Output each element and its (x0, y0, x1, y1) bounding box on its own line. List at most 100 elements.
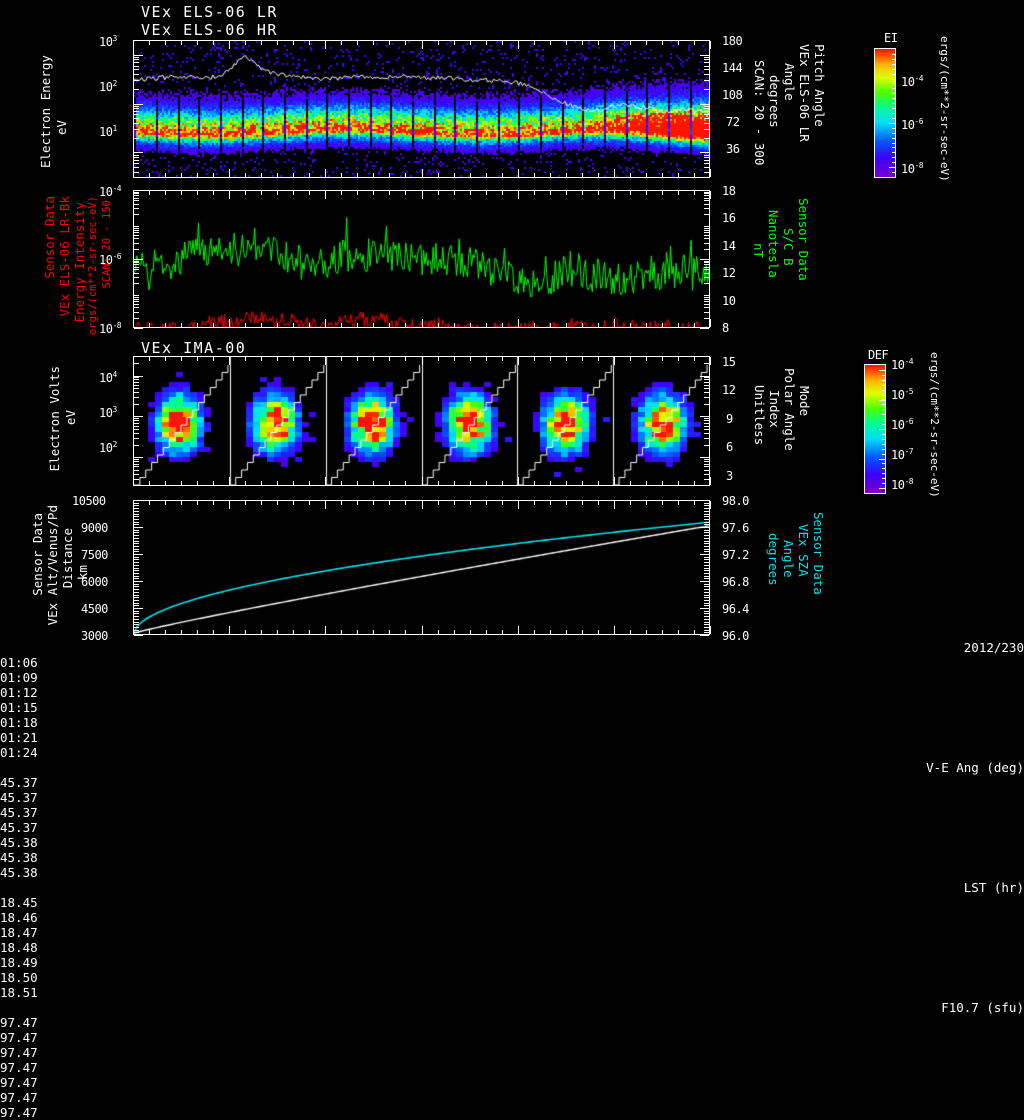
axis-tick (405, 501, 407, 505)
axis-tick (197, 191, 199, 195)
axis-tick (704, 632, 709, 634)
axis-tick (704, 532, 709, 534)
axis-tick (645, 41, 647, 45)
axis-tick (704, 420, 709, 422)
axis-tick (261, 173, 263, 177)
axis-tick (704, 591, 709, 593)
axis-tick (134, 516, 139, 518)
axis-tick (134, 269, 139, 271)
bottom-table-cell: 97.47 (0, 1045, 38, 1060)
colorbar-ei-tick-mark-minor (892, 53, 895, 55)
axis-tick (134, 375, 143, 377)
axis-tick (704, 227, 709, 229)
panel1-title-lr: VEx ELS-06 LR (141, 3, 278, 21)
axis-tick (309, 630, 311, 634)
axis-tick (704, 597, 709, 599)
axis-tick (134, 301, 139, 303)
axis-tick (704, 551, 709, 553)
panel1-right-axis-scan: SCAN: 20 - 300 (752, 60, 767, 166)
axis-tick (704, 171, 709, 173)
axis-tick (704, 379, 709, 381)
axis-tick (134, 118, 139, 120)
axis-tick (197, 481, 199, 485)
axis-tick (149, 630, 151, 634)
axis-tick (613, 481, 615, 485)
axis-tick (704, 543, 709, 545)
axis-tick (501, 41, 503, 45)
axis-tick (565, 323, 567, 327)
axis-tick (229, 630, 231, 634)
axis-tick (325, 481, 327, 485)
axis-tick (293, 630, 295, 634)
colorbar-ei-tick-mark-minor (892, 152, 895, 154)
axis-tick (485, 357, 487, 361)
axis-tick (517, 323, 519, 327)
axis-tick (704, 111, 709, 113)
axis-tick (549, 501, 551, 505)
axis-tick (704, 167, 709, 169)
axis-tick (389, 630, 391, 634)
axis-tick (704, 478, 709, 480)
axis-tick (437, 41, 439, 45)
axis-tick (134, 65, 139, 67)
axis-tick (700, 635, 709, 636)
colorbar-def-units: ergs/(cm**2-sr-sec-eV) (928, 352, 941, 498)
axis-tick (134, 524, 139, 526)
axis-tick (213, 357, 215, 361)
axis-tick (704, 529, 709, 531)
axis-tick (710, 630, 711, 634)
axis-tick (134, 425, 139, 427)
axis-tick (134, 508, 139, 510)
axis-tick (453, 630, 455, 634)
colorbar-ei-tick-mark-minor (892, 93, 895, 95)
colorbar-def-tick-mark (879, 459, 885, 461)
axis-tick (181, 191, 183, 195)
bottom-info-table: 2012/230 01:06 01:09 01:12 01:15 01:18 01:21 01… (0, 640, 1024, 1120)
axis-tick (134, 277, 139, 279)
axis-tick (710, 323, 711, 327)
axis-tick (693, 501, 695, 505)
axis-tick (700, 416, 709, 418)
axis-tick (165, 41, 167, 45)
panel1-ytick-100: 102 (99, 79, 117, 94)
axis-tick (325, 501, 327, 509)
axis-tick (165, 173, 167, 177)
axis-tick (533, 501, 535, 505)
panel4-ytick-6000: 6000 (81, 575, 108, 589)
axis-tick (229, 357, 231, 365)
panel2-right-label-units: Nanotesla (766, 210, 781, 278)
axis-tick (134, 226, 139, 228)
axis-tick (549, 41, 551, 45)
axis-tick (245, 501, 247, 505)
axis-tick (661, 173, 663, 177)
axis-tick (501, 191, 503, 195)
colorbar-def-tick-mark-minor (882, 389, 885, 391)
axis-tick (134, 610, 139, 612)
panel1-ytick-1000: 103 (99, 34, 117, 49)
panel4-right-label-angle: Angle (781, 540, 796, 578)
axis-tick (700, 152, 709, 154)
panel3-ytick-10000: 104 (99, 370, 117, 385)
panel2-rtick-8: 8 (722, 321, 729, 335)
axis-tick (134, 548, 139, 550)
bottom-table-cell: 45.38 (0, 850, 38, 865)
axis-tick (704, 524, 709, 526)
panel1-rtick-72: 72 (726, 115, 740, 129)
axis-tick (485, 481, 487, 485)
axis-tick (517, 191, 519, 195)
axis-tick (373, 501, 375, 505)
axis-tick (213, 481, 215, 485)
axis-tick (134, 311, 139, 313)
axis-tick (565, 357, 567, 361)
axis-tick (704, 200, 709, 202)
axis-tick (704, 513, 709, 515)
panel3-rtick-3: 3 (726, 469, 733, 483)
axis-tick (149, 191, 151, 195)
panel2-right-label-quantity: S/C B (781, 228, 796, 266)
axis-tick (704, 404, 709, 406)
axis-tick (341, 481, 343, 485)
axis-tick (134, 594, 139, 596)
axis-tick (704, 203, 709, 205)
axis-tick (134, 214, 139, 216)
axis-tick (517, 357, 519, 365)
